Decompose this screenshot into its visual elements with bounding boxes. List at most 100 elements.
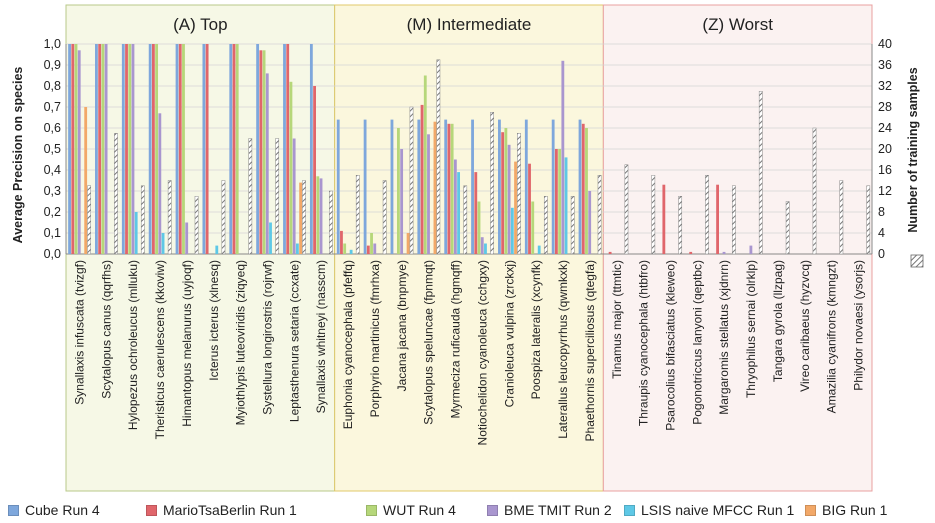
y-tick-label: 0,1 <box>44 226 61 240</box>
x-tick-label: Scytalopus speluncae (fpnmqt) <box>422 260 436 425</box>
bar-cube-run-4 <box>148 44 152 254</box>
bar-cube-run-4 <box>390 119 394 254</box>
legend-label: WUT Run 4 <box>383 502 456 518</box>
x-tick-label: Porphyrio martinicus (fmrhxa) <box>368 260 382 417</box>
bar-training-samples <box>785 201 790 255</box>
bar-training-samples <box>490 112 494 255</box>
bar-wut-run-4 <box>531 201 535 254</box>
bar-mariotsaberlin-run-1 <box>501 132 505 254</box>
bar-wut-run-4 <box>396 128 400 254</box>
bar-cube-run-4 <box>175 44 179 254</box>
bar-lsis-naive-mfcc-run-1 <box>537 245 541 254</box>
x-tick-label: Notiochelidon cyanoleuca (cchgxy) <box>475 260 489 445</box>
bar-bme-tmit-run-2 <box>77 50 81 254</box>
bar-mariotsaberlin-run-1 <box>151 44 155 254</box>
bar-bme-tmit-run-2 <box>400 149 404 254</box>
y-tick-label: 0,9 <box>44 58 61 72</box>
bar-training-samples <box>839 180 844 255</box>
bar-training-samples <box>329 190 333 255</box>
x-tick-label: Theristicus caerulescens (kkoviw) <box>153 260 167 439</box>
bar-big-run-1 <box>433 121 437 254</box>
bar-training-samples <box>651 175 656 255</box>
x-tick-label: Euphonia cyanocephala (pfeffq) <box>341 260 355 429</box>
legend-label: MarioTsaBerlin Run 1 <box>163 502 297 518</box>
bar-training-samples <box>248 138 253 255</box>
bar-mariotsaberlin-run-1 <box>340 230 343 254</box>
x-tick-label: Myrmeciza ruficauda (hgmqff) <box>449 260 463 419</box>
legend-swatch <box>146 504 157 516</box>
bar-training-samples <box>812 127 817 255</box>
bar-cube-run-4 <box>551 119 555 254</box>
y-tick-label: 0,0 <box>44 247 61 261</box>
bar-cube-run-4 <box>309 44 313 254</box>
x-tick-label: Scytalopus canus (qqrfhs) <box>99 260 113 399</box>
bar-mariotsaberlin-run-1 <box>259 50 263 254</box>
bar-bme-tmit-run-2 <box>158 113 162 254</box>
bar-cube-run-4 <box>256 44 260 254</box>
legend-item: WUT Run 4 <box>366 502 456 518</box>
bar-bme-tmit-run-2 <box>131 44 135 254</box>
bar-cube-run-4 <box>444 119 448 254</box>
y-tick-label: 0,6 <box>44 121 61 135</box>
legend-item: BIG Run 1 <box>805 502 887 518</box>
bar-wut-run-4 <box>155 44 159 254</box>
bar-wut-run-4 <box>262 50 266 254</box>
x-tick-label: Philydor novaesi (ysorjs) <box>852 260 866 391</box>
bar-mariotsaberlin-run-1 <box>71 44 75 254</box>
bar-big-run-1 <box>514 161 517 254</box>
bar-mariotsaberlin-run-1 <box>313 86 316 254</box>
x-tick-label: Myiothlypis luteoviridis (ziqyeq) <box>234 260 248 425</box>
bar-training-samples <box>517 133 521 255</box>
bar-lsis-naive-mfcc-run-1 <box>161 233 165 254</box>
bar-training-samples <box>705 175 709 255</box>
x-tick-label: Hylopezus ochroleucus (mlluku) <box>126 260 140 430</box>
x-tick-label: Tinamus major (ttmtic) <box>610 260 624 379</box>
bar-wut-run-4 <box>343 243 347 254</box>
bar-mariotsaberlin-run-1 <box>447 123 451 254</box>
legend-item: LSIS naive MFCC Run 1 <box>624 502 794 518</box>
legend-label: BIG Run 1 <box>822 502 888 518</box>
bar-mariotsaberlin-run-1 <box>286 44 290 254</box>
group-title: (Z) Worst <box>702 15 773 34</box>
bar-lsis-naive-mfcc-run-1 <box>269 222 272 254</box>
bar-bme-tmit-run-2 <box>588 191 592 254</box>
bar-mariotsaberlin-run-1 <box>689 251 693 254</box>
x-tick-label: Himantopus melanurus (uyjoqf) <box>180 260 194 427</box>
x-tick-label: Jacana jacana (bnpmye) <box>395 260 409 391</box>
bar-wut-run-4 <box>182 44 185 254</box>
legend-swatch <box>8 504 19 516</box>
bar-lsis-naive-mfcc-run-1 <box>349 249 353 254</box>
bar-training-samples <box>87 185 91 255</box>
group-title: (M) Intermediate <box>407 15 532 34</box>
x-tick-label: Synallaxis infuscata (tvizgf) <box>72 260 86 405</box>
y-tick-label: 0,7 <box>44 100 61 114</box>
bar-bme-tmit-run-2 <box>561 60 565 254</box>
y2-tick-label: 32 <box>878 79 892 93</box>
legend-swatch <box>487 504 498 516</box>
bar-lsis-naive-mfcc-run-1 <box>457 172 461 254</box>
bar-wut-run-4 <box>289 81 293 254</box>
x-tick-label: Laterallus leucopyrrhus (qwmkxk) <box>556 260 570 439</box>
x-tick-label: Cranioleuca vulpina (zrckxj) <box>502 260 516 407</box>
bar-big-run-1 <box>84 107 88 254</box>
bar-training-samples <box>732 185 736 255</box>
legend-swatch <box>805 504 816 516</box>
x-tick-label: Tangara gyrola (llzpag) <box>771 260 785 382</box>
bar-bme-tmit-run-2 <box>265 73 269 255</box>
bar-mariotsaberlin-run-1 <box>662 184 666 254</box>
bar-training-samples <box>866 185 871 255</box>
bar-cube-run-4 <box>336 119 340 254</box>
bar-mariotsaberlin-run-1 <box>554 149 558 254</box>
bar-training-samples <box>758 91 763 255</box>
y2-tick-label: 36 <box>878 58 892 72</box>
x-tick-label: Thraupis cyanocephala (htbfro) <box>637 260 651 426</box>
bar-wut-run-4 <box>74 44 78 254</box>
bar-cube-run-4 <box>524 119 528 254</box>
y2-tick-label: 16 <box>878 163 892 177</box>
bar-mariotsaberlin-run-1 <box>366 245 370 254</box>
bar-training-samples <box>463 185 468 255</box>
bar-lsis-naive-mfcc-run-1 <box>295 243 299 254</box>
y-tick-label: 0,4 <box>44 163 61 177</box>
bar-wut-run-4 <box>235 44 239 254</box>
bar-lsis-naive-mfcc-run-1 <box>564 157 568 254</box>
